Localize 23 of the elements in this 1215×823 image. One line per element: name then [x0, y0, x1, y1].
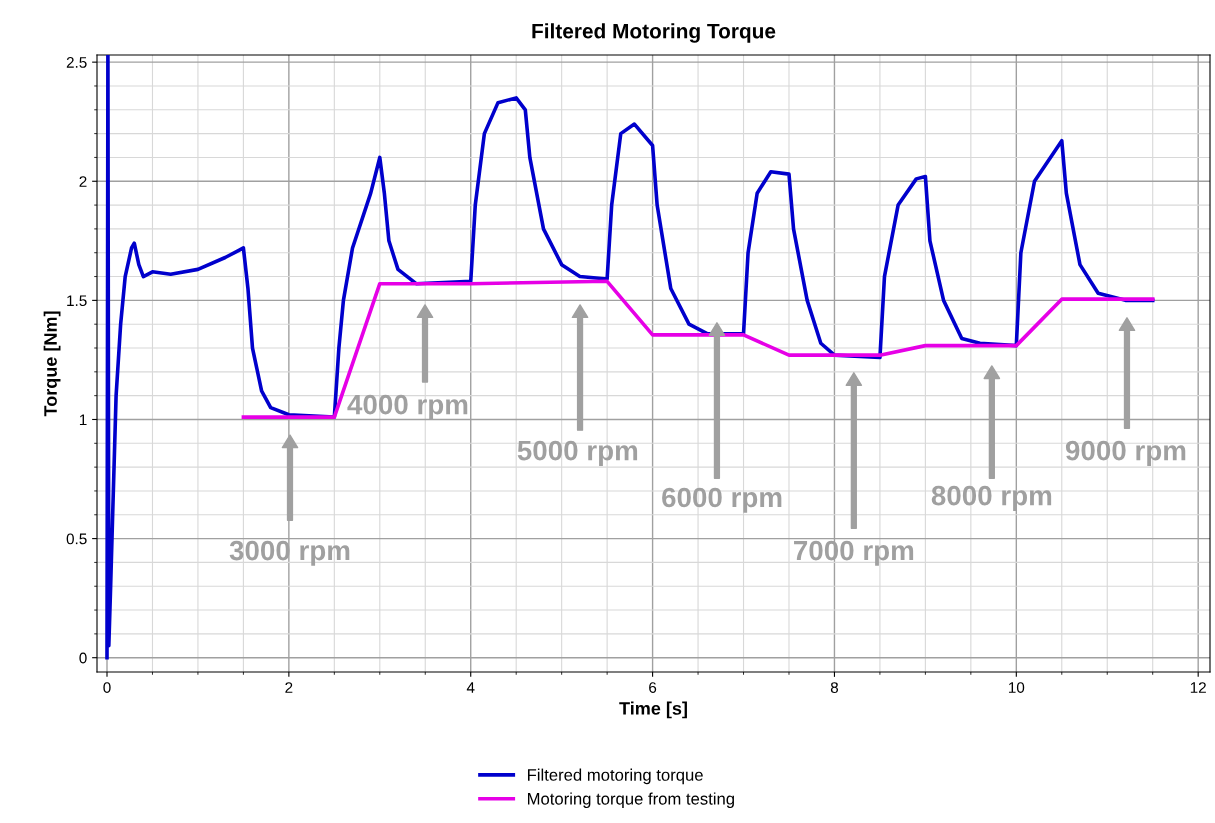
- x-tick-label: 12: [1190, 682, 1206, 693]
- x-tick-label: 6: [649, 682, 657, 693]
- y-tick-label: 1.5: [67, 295, 87, 307]
- x-tick-label: 0: [103, 682, 111, 693]
- annotation: 5000 rpm: [517, 440, 638, 466]
- annotation: 9000 rpm: [1065, 440, 1186, 466]
- annotation: 4000 rpm: [347, 394, 468, 420]
- y-tick-label: 1: [79, 414, 87, 426]
- y-tick-label: 0: [79, 652, 87, 664]
- y-tick-label: 2.5: [66, 57, 87, 68]
- x-tick-label: 2: [285, 682, 293, 693]
- line-series: [241, 279, 1155, 419]
- x-axis-title: Time [s]: [619, 701, 687, 719]
- chart-title: Filtered Motoring Torque: [532, 23, 776, 43]
- y-tick-label: 0.5: [66, 533, 87, 545]
- x-tick-label: 8: [830, 682, 839, 693]
- annotation: 6000 rpm: [662, 487, 782, 513]
- legend-label: Filtered motoring torque: [527, 768, 703, 785]
- x-tick-label: 4: [466, 682, 475, 693]
- x-tick-label: 10: [1008, 682, 1025, 693]
- legend-label: Motoring torque from testing: [527, 792, 734, 808]
- y-tick-label: 2: [79, 176, 87, 187]
- y-axis-title: Torque [Nm]: [43, 311, 61, 417]
